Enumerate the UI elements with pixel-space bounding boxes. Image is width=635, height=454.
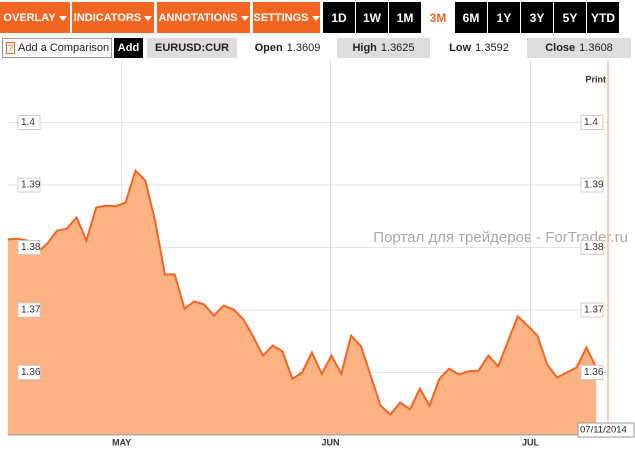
y-tick-box — [17, 240, 41, 255]
menu-button[interactable]: INDICATORS — [72, 2, 154, 33]
quote-label: Close — [545, 42, 576, 54]
quote-value: 1.3592 — [475, 42, 509, 54]
quote-field: Close 1.3608 — [527, 38, 631, 58]
y-tick-label: 1.4 — [584, 117, 598, 128]
chart: Print Портал для трейдеров - ForTrader.r… — [7, 60, 635, 447]
placeholder: Add a Comparison — [18, 42, 110, 54]
help-icon[interactable]: ? — [6, 42, 16, 54]
menu-button[interactable]: OVERLAY — [0, 2, 70, 33]
date-box — [577, 422, 635, 438]
quote-value: 1.3625 — [380, 42, 415, 54]
quote-label: Open — [254, 42, 283, 54]
range-button[interactable]: 1W — [356, 2, 388, 33]
y-tick-label: 1.38 — [584, 242, 604, 253]
menu-button[interactable]: SETTINGS — [253, 2, 320, 33]
y-tick-label: 1.39 — [584, 180, 604, 191]
y-tick-box — [17, 115, 41, 130]
y-tick-box — [580, 240, 604, 255]
print-link[interactable]: Print — [585, 74, 606, 84]
range-button[interactable]: YTD — [587, 2, 619, 33]
y-tick-label: 1.4 — [21, 117, 35, 128]
y-tick-label: 1.36 — [21, 367, 41, 378]
quote-label: High — [352, 42, 377, 54]
quote-label: Low — [449, 42, 472, 54]
y-tick-label: 1.37 — [584, 305, 604, 316]
x-tick-label: JUL — [522, 437, 540, 447]
symbol: EURUSD:CUR — [147, 38, 237, 58]
range-button[interactable]: 1D — [323, 2, 355, 33]
y-tick-box — [17, 302, 41, 318]
y-tick-box — [580, 302, 604, 318]
y-tick-box — [17, 365, 41, 380]
range-button[interactable]: 3M — [422, 2, 454, 33]
y-tick-box — [17, 177, 41, 193]
comparison-input[interactable]: ? Add a Comparison — [2, 38, 112, 58]
y-tick-box — [580, 115, 604, 130]
y-tick-box — [580, 177, 604, 193]
watermark: Портал для трейдеров - ForTrader.ru — [373, 229, 628, 246]
range-button[interactable]: 3Y — [521, 2, 553, 33]
y-tick-box — [580, 365, 604, 380]
x-tick-label: MAY — [112, 437, 131, 447]
x-tick-label: JUN — [322, 437, 340, 447]
y-tick-label: 1.38 — [21, 242, 41, 253]
y-tick-label: 1.37 — [21, 305, 41, 316]
range-button[interactable]: 6M — [455, 2, 487, 33]
y-tick-label: 1.39 — [21, 180, 41, 191]
y-tick-label: 1.36 — [584, 367, 604, 378]
quote-field: High 1.3625 — [337, 38, 430, 58]
range-button[interactable]: 5Y — [554, 2, 586, 33]
quote-value: 1.3608 — [579, 42, 613, 54]
quote-field: Low 1.3592 — [433, 38, 525, 58]
date-label: 07/11/2014 — [580, 425, 627, 436]
menu-button[interactable]: ANNOTATIONS — [157, 2, 250, 33]
add-button[interactable]: Add — [114, 38, 143, 58]
range-button[interactable]: 1Y — [488, 2, 520, 33]
quote-field: Open 1.3609 — [240, 38, 335, 58]
line — [7, 168, 598, 416]
quote-value: 1.3609 — [286, 42, 321, 54]
range-button[interactable]: 1M — [389, 2, 421, 33]
